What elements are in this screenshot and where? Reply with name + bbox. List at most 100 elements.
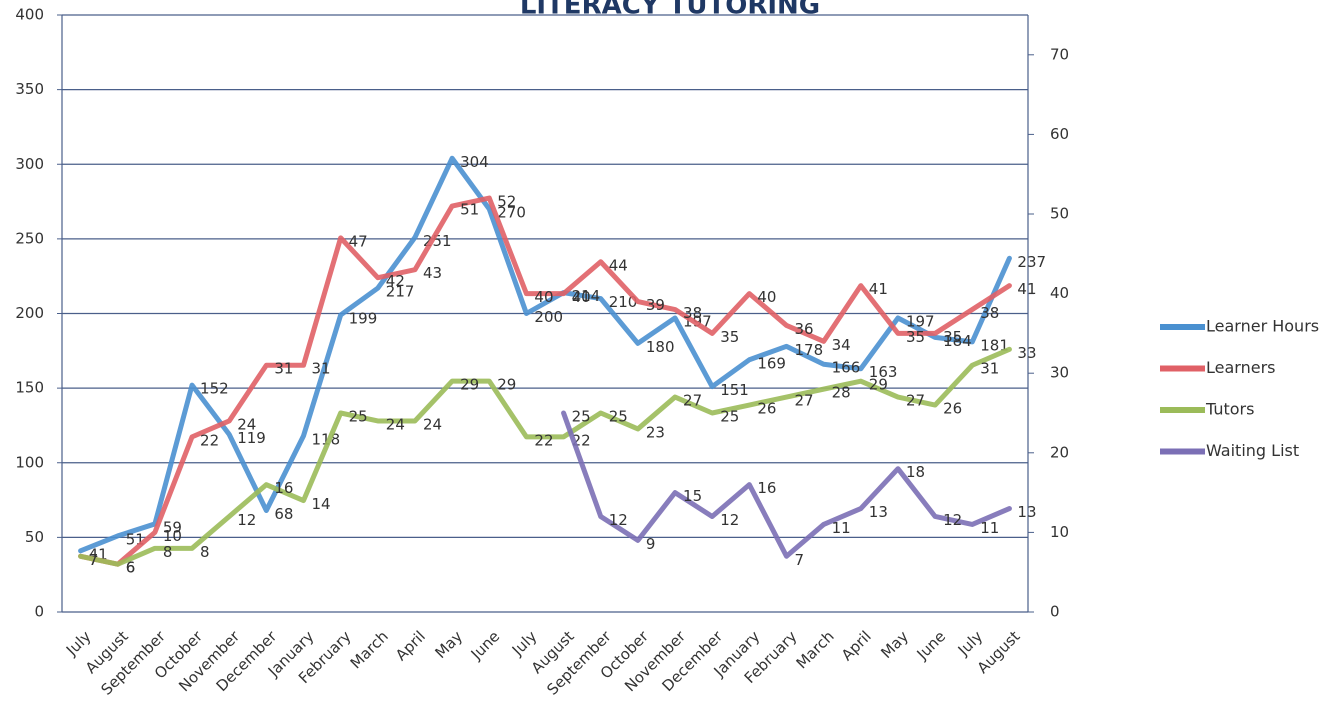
data-label: 22 bbox=[534, 431, 553, 449]
data-label: 40 bbox=[534, 288, 553, 306]
legend-label: Tutors bbox=[1205, 400, 1254, 419]
data-label: 8 bbox=[200, 543, 210, 561]
data-label: 11 bbox=[832, 519, 851, 537]
series-line bbox=[78, 155, 1012, 554]
data-label: 39 bbox=[646, 296, 665, 314]
y-tick-label: 150 bbox=[15, 379, 44, 397]
data-label: 59 bbox=[163, 518, 182, 536]
data-label: 35 bbox=[906, 328, 925, 346]
data-label: 27 bbox=[795, 392, 814, 410]
series-line bbox=[78, 195, 1012, 567]
data-label: 13 bbox=[869, 503, 888, 521]
data-label: 25 bbox=[572, 408, 591, 426]
y2-tick-label: 10 bbox=[1050, 523, 1069, 541]
data-label: 36 bbox=[795, 320, 814, 338]
data-label: 29 bbox=[869, 376, 888, 394]
data-label: 35 bbox=[720, 328, 739, 346]
data-label: 184 bbox=[943, 332, 972, 350]
data-label: 169 bbox=[757, 354, 786, 372]
x-tick-label: July bbox=[62, 627, 95, 660]
data-label: 304 bbox=[460, 153, 489, 171]
x-tick-label: May bbox=[431, 627, 466, 662]
legend-label: Waiting List bbox=[1206, 441, 1299, 460]
data-label: 24 bbox=[386, 415, 405, 433]
data-label: 22 bbox=[200, 431, 219, 449]
y2-tick-label: 50 bbox=[1050, 205, 1069, 223]
x-tick-label: March bbox=[347, 627, 392, 672]
data-label: 152 bbox=[200, 380, 229, 398]
data-label: 51 bbox=[460, 201, 479, 219]
data-label: 12 bbox=[943, 511, 962, 529]
data-label: 119 bbox=[237, 429, 266, 447]
data-label: 12 bbox=[237, 511, 256, 529]
data-label: 166 bbox=[832, 359, 861, 377]
data-label: 11 bbox=[980, 519, 999, 537]
data-label: 200 bbox=[534, 308, 563, 326]
data-label: 26 bbox=[757, 400, 776, 418]
data-label: 23 bbox=[646, 423, 665, 441]
data-label: 210 bbox=[609, 293, 638, 311]
y2-tick-label: 0 bbox=[1050, 603, 1060, 621]
y2-tick-label: 60 bbox=[1050, 125, 1069, 143]
data-label: 24 bbox=[237, 415, 256, 433]
data-label: 197 bbox=[906, 312, 935, 330]
data-label: 52 bbox=[497, 193, 516, 211]
x-tick-label: June bbox=[913, 627, 950, 664]
data-label: 29 bbox=[497, 376, 516, 394]
data-label: 214 bbox=[572, 287, 601, 305]
x-tick-label: July bbox=[954, 627, 987, 660]
data-label: 44 bbox=[609, 256, 628, 274]
chart-title: LITERACY TUTORING bbox=[520, 0, 820, 21]
data-label: 38 bbox=[683, 304, 702, 322]
data-label: 41 bbox=[1017, 280, 1036, 298]
data-label: 217 bbox=[386, 283, 415, 301]
x-tick-label: August bbox=[974, 627, 1024, 677]
data-label: 40 bbox=[572, 288, 591, 306]
y-tick-label: 0 bbox=[34, 603, 44, 621]
series-line bbox=[78, 346, 1012, 567]
x-tick-label: July bbox=[508, 627, 541, 660]
data-label: 31 bbox=[274, 360, 293, 378]
data-label: 7 bbox=[89, 551, 99, 569]
data-label: 163 bbox=[869, 363, 898, 381]
y-tick-label: 400 bbox=[15, 6, 44, 24]
data-label: 151 bbox=[720, 381, 749, 399]
data-label: 42 bbox=[386, 272, 405, 290]
y-tick-label: 50 bbox=[25, 528, 44, 546]
y2-tick-label: 30 bbox=[1050, 364, 1069, 382]
data-label: 40 bbox=[757, 288, 776, 306]
data-label: 34 bbox=[832, 336, 851, 354]
data-label: 31 bbox=[980, 360, 999, 378]
legend-label: Learner Hours bbox=[1206, 317, 1319, 336]
data-label: 181 bbox=[980, 336, 1009, 354]
x-tick-label: April bbox=[838, 627, 875, 664]
y-tick-label: 100 bbox=[15, 453, 44, 471]
data-label: 47 bbox=[349, 232, 368, 250]
data-label: 16 bbox=[274, 479, 293, 497]
data-label: 33 bbox=[1017, 344, 1036, 362]
data-label: 270 bbox=[497, 204, 526, 222]
data-label: 25 bbox=[609, 408, 628, 426]
data-label: 180 bbox=[646, 338, 675, 356]
data-label: 9 bbox=[646, 535, 656, 553]
data-label: 12 bbox=[720, 511, 739, 529]
data-label: 27 bbox=[906, 392, 925, 410]
x-tick-label: June bbox=[467, 627, 504, 664]
data-label: 29 bbox=[460, 376, 479, 394]
data-label: 13 bbox=[1017, 503, 1036, 521]
data-label: 8 bbox=[163, 543, 173, 561]
series-line bbox=[561, 410, 1012, 559]
data-label: 25 bbox=[720, 408, 739, 426]
y2-tick-label: 70 bbox=[1050, 45, 1069, 63]
data-label: 27 bbox=[683, 392, 702, 410]
data-label: 16 bbox=[757, 479, 776, 497]
data-label: 237 bbox=[1017, 253, 1046, 271]
y2-tick-label: 40 bbox=[1050, 284, 1069, 302]
data-label: 38 bbox=[980, 304, 999, 322]
data-label: 6 bbox=[126, 559, 136, 577]
x-tick-label: March bbox=[793, 627, 838, 672]
y-tick-label: 300 bbox=[15, 155, 44, 173]
data-label: 41 bbox=[869, 280, 888, 298]
data-label: 35 bbox=[943, 328, 962, 346]
